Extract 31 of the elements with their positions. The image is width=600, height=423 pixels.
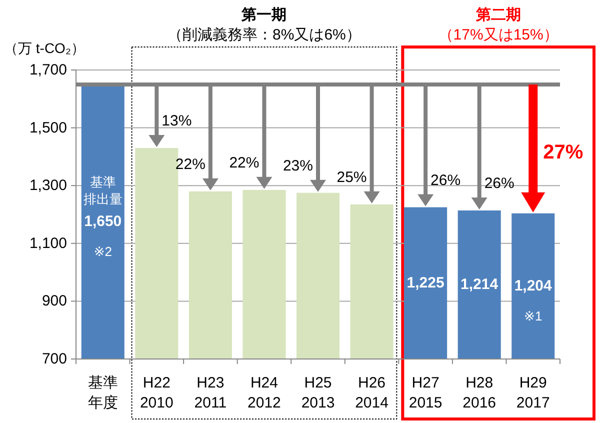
y-tick-label: 700 xyxy=(42,350,67,368)
y-tick-label: 1,100 xyxy=(29,234,67,252)
band-label: 第二期（17%又は15%） xyxy=(438,6,558,44)
band-label: 第一期（削減義務率：8%又は6%） xyxy=(168,6,361,44)
x-tick-label: H28 2016 xyxy=(462,374,496,412)
x-tick-label: H24 2012 xyxy=(248,374,281,412)
x-tick-label: H27 2015 xyxy=(408,374,442,412)
x-tick-label: H25 2013 xyxy=(301,374,335,412)
annotation: 22% xyxy=(175,156,206,173)
annotation: 25% xyxy=(336,168,367,186)
y-tick-label: 1,500 xyxy=(29,119,67,136)
data-label: 1,225 xyxy=(406,274,444,292)
y-tick-label: 900 xyxy=(42,292,67,310)
data-label: 1,650 ※2 xyxy=(84,213,122,260)
data-label: 1,214 xyxy=(460,276,499,294)
x-tick-label: 基準年度 xyxy=(88,374,118,412)
annotation: 26% xyxy=(484,174,514,192)
series-label: 基準排出量 xyxy=(83,174,122,207)
x-tick-label: H26 2014 xyxy=(355,374,388,412)
x-tick-label: H29 2017 xyxy=(516,374,550,412)
data-label: 1,204 ※1 xyxy=(514,278,553,324)
y-tick-label: 1,700 xyxy=(29,62,67,78)
x-tick-label: H23 2011 xyxy=(194,374,227,412)
annotation: 23% xyxy=(282,157,313,174)
annotation: 26% xyxy=(430,172,461,189)
annotation: 27% xyxy=(543,141,584,164)
annotation: 13% xyxy=(162,112,192,130)
y-axis-title: （万 t-CO₂） xyxy=(4,40,85,56)
annotation: 22% xyxy=(229,154,260,172)
x-tick-label: H22 2010 xyxy=(140,374,174,412)
y-tick-label: 1,300 xyxy=(29,177,67,194)
